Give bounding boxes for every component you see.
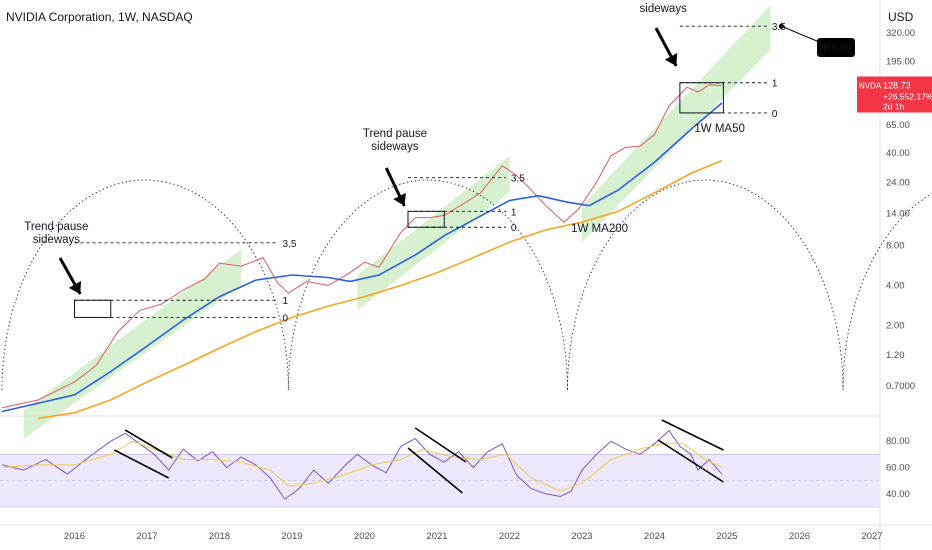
- rsi-trendline-4: [407, 447, 463, 494]
- price-badge-ticker: NVDA: [859, 81, 882, 90]
- rsi-trendline-3: [414, 427, 467, 463]
- target-connector: [781, 25, 825, 45]
- series-layer: [1, 84, 723, 420]
- fib-level-label-left-0: 0: [283, 313, 289, 324]
- series-line-1w-ma200: [38, 159, 723, 420]
- cycle-arc-3: [567, 179, 844, 391]
- time-tick-2023: 2023: [571, 531, 592, 542]
- sideways-box-left: [74, 299, 112, 318]
- price-tick-1: 195.00: [886, 57, 915, 68]
- time-tick-2018: 2018: [209, 531, 230, 542]
- time-tick-2019: 2019: [281, 531, 302, 542]
- rsi-trendline-5: [661, 419, 724, 451]
- fib-level-label-left-2: 3.5: [283, 239, 297, 250]
- rsi-trendline-6: [657, 439, 724, 483]
- label-ma200: 1W MA200: [571, 223, 628, 235]
- pointer-arrow-middle-head: [393, 193, 406, 206]
- annotation-sideways-right: sideways: [640, 3, 688, 15]
- time-tick-2022: 2022: [499, 531, 520, 542]
- fib-level-label-left-1: 1: [283, 296, 289, 307]
- price-tick-6: 14.00: [886, 208, 910, 219]
- time-tick-2020: 2020: [354, 531, 375, 542]
- channels-layer: [23, 5, 771, 439]
- price-tick-0: 320.00: [886, 28, 915, 39]
- time-tick-2021: 2021: [426, 531, 447, 542]
- rsi-tick-1: 60.00: [886, 463, 910, 474]
- target-value: 400.00: [821, 43, 852, 54]
- time-tick-2025: 2025: [716, 531, 737, 542]
- trend-channel-3: [582, 5, 771, 243]
- trend-channel-1: [23, 249, 242, 439]
- rsi-pane: [0, 419, 880, 508]
- price-badge-value: 128.73: [883, 80, 911, 90]
- price-tick-8: 4.00: [886, 281, 905, 292]
- price-tick-4: 40.00: [886, 148, 910, 159]
- rsi-tick-0: 80.00: [886, 436, 910, 447]
- rsi-line-rsi: [1, 429, 723, 500]
- series-line-1w-ma50: [1, 102, 723, 413]
- time-tick-2027: 2027: [861, 531, 882, 542]
- axes-layer: 320.00195.00110.0065.0040.0024.0014.008.…: [64, 28, 932, 542]
- fib-level-label-middle-2: 3.5: [511, 174, 525, 185]
- sideways-box-right: [679, 82, 724, 114]
- annotations-layer: 0 1 3.5 0 1 3.5 0 1 3.5 Trend pause sideways Trend …: [24, 3, 855, 324]
- fib-level-label-middle-1: 1: [511, 207, 517, 218]
- rsi-trendline-1: [124, 429, 173, 459]
- price-tick-11: 0.7000: [886, 381, 915, 392]
- fib-level-label-right-2: 3.5: [772, 22, 786, 33]
- rsi-line-rsi-ma: [1, 440, 723, 492]
- price-badge-change: +26,552.17%: [883, 91, 932, 101]
- time-tick-2016: 2016: [64, 531, 85, 542]
- time-tick-2026: 2026: [789, 531, 810, 542]
- fib-level-label-middle-0: 0: [511, 223, 517, 234]
- annotation-trend-pause-middle: Trend pause sideways: [363, 128, 427, 153]
- series-line-nvda: [1, 84, 722, 409]
- fib-level-label-right-0: 0: [772, 109, 778, 120]
- price-tick-7: 8.00: [886, 241, 905, 252]
- cycle-arcs-layer: [1, 179, 932, 391]
- price-tick-3: 65.00: [886, 120, 910, 131]
- pointer-arrow-right-head: [664, 52, 678, 66]
- annotation-trend-pause-left: Trend pause sideways: [24, 221, 88, 246]
- pointer-arrow-left-head: [68, 280, 81, 294]
- trend-channel-2: [357, 155, 510, 311]
- time-tick-2017: 2017: [136, 531, 157, 542]
- rsi-trendline-2: [114, 449, 170, 479]
- price-tick-10: 1.20: [886, 350, 905, 361]
- target-box: [817, 38, 855, 57]
- chart-title: NVIDIA Corporation, 1W, NASDAQ: [6, 10, 193, 24]
- price-badge: [857, 76, 932, 113]
- price-tick-5: 24.00: [886, 177, 910, 188]
- label-ma50: 1W MA50: [694, 123, 745, 135]
- rsi-tick-2: 40.00: [886, 489, 910, 500]
- fib-level-label-right-1: 1: [772, 79, 778, 90]
- price-tick-9: 2.00: [886, 320, 905, 331]
- time-tick-2024: 2024: [644, 531, 665, 542]
- price-badge-countdown: 2d 1h: [883, 101, 905, 111]
- currency-label[interactable]: USD: [888, 10, 914, 24]
